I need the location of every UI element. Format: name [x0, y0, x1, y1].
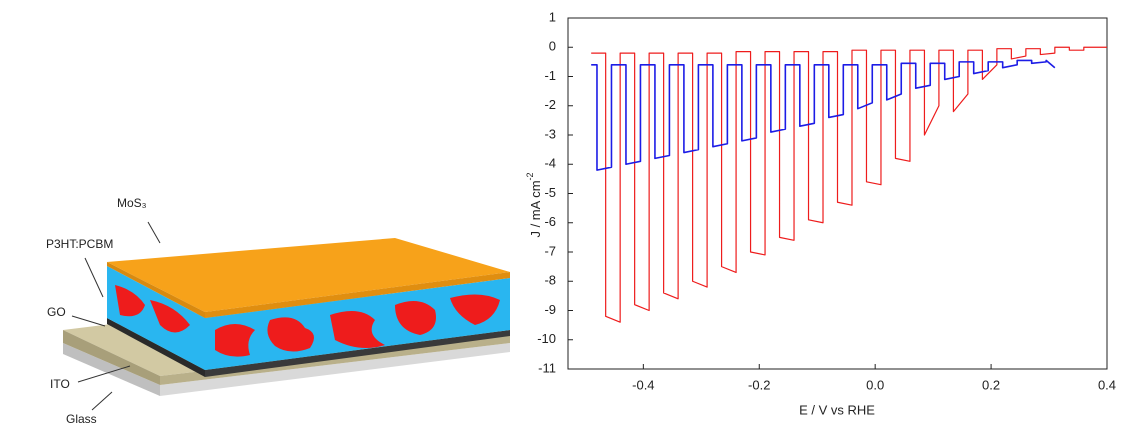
x-tick-label: 0.2 — [982, 377, 1000, 392]
y-tick-label: 0 — [549, 39, 556, 54]
y-tick-label: -8 — [544, 273, 556, 288]
y-tick-label: 1 — [549, 9, 556, 24]
domain — [450, 294, 500, 325]
y-tick-label: -10 — [537, 331, 556, 346]
x-tick-label: -0.2 — [748, 377, 770, 392]
blend-domains — [115, 285, 500, 357]
mos3-top — [107, 238, 510, 312]
mos3-front — [205, 272, 510, 318]
chart: E / V vs RHE J / mA cm-2 10-1-2-3-4-5-6-… — [525, 9, 1116, 417]
domain — [267, 317, 314, 352]
y-tick-label: -2 — [544, 97, 556, 112]
glass-front — [160, 343, 510, 396]
y-tick-label: -6 — [544, 214, 556, 229]
domain — [115, 285, 145, 317]
y-tick-label: -9 — [544, 302, 556, 317]
y-tick-label: -3 — [544, 126, 556, 141]
layer-label: MoS₃ — [117, 196, 147, 210]
y-tick-label: -4 — [544, 156, 556, 171]
ito-side — [63, 330, 160, 385]
y-tick-label: -5 — [544, 185, 556, 200]
glass-side — [63, 343, 160, 396]
data-line — [591, 59, 1056, 171]
layer-label: P3HT:PCBM — [46, 237, 113, 251]
y-axis-label-text: J / mA cm — [528, 180, 543, 237]
domain — [395, 301, 436, 335]
mos3-side — [107, 262, 205, 318]
y-tick-label: -7 — [544, 243, 556, 258]
y-axis-label-sup: -2 — [525, 172, 535, 180]
domain — [330, 311, 385, 349]
domain — [215, 324, 255, 357]
arrow — [71, 315, 106, 327]
arrow — [77, 365, 131, 383]
go-front — [205, 330, 510, 377]
x-tick-label: 0.4 — [1098, 377, 1116, 392]
x-axis-label: E / V vs RHE — [799, 402, 875, 417]
domain — [150, 300, 190, 333]
layer-label: ITO — [50, 377, 70, 391]
arrow — [84, 257, 104, 298]
go-side — [107, 318, 205, 377]
device-diagram: MoS₃ P3HT:PCBM GO ITO Glass — [46, 196, 510, 425]
y-axis-label: J / mA cm-2 — [525, 172, 543, 237]
arrow — [91, 391, 113, 411]
data-line — [591, 46, 1107, 323]
x-tick-label: -0.4 — [632, 377, 654, 392]
label-arrows — [71, 221, 161, 411]
arrow — [147, 221, 161, 244]
x-tick-label: 0.0 — [866, 377, 884, 392]
y-tick-label: -1 — [544, 68, 556, 83]
layer-label: Glass — [66, 412, 97, 425]
y-tick-label: -11 — [538, 360, 556, 375]
layer-label: GO — [47, 305, 66, 319]
